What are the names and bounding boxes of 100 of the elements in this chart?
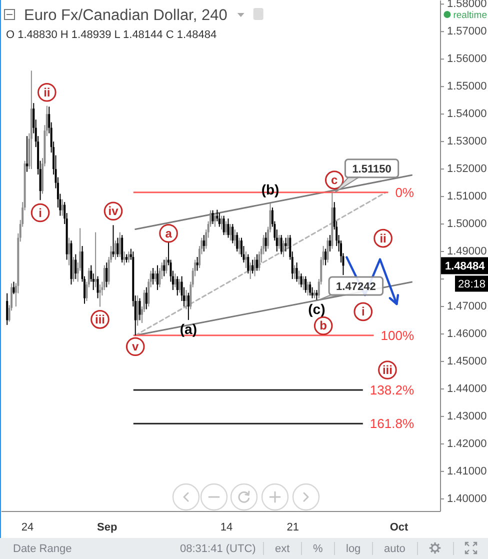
y-tick-label: 1.51000: [447, 190, 487, 203]
candlestick: [328, 234, 331, 252]
data-label: iv: [108, 204, 119, 218]
candlestick: [309, 281, 312, 296]
x-tick-label: Oct: [390, 522, 409, 534]
candlestick: [178, 278, 181, 294]
text: 08:31:41 (UTC): [180, 543, 256, 555]
candlestick: [152, 268, 154, 285]
candlestick: [174, 273, 176, 288]
candlestick: [98, 284, 101, 308]
candlestick: [214, 212, 216, 228]
data-label: ii: [44, 85, 50, 100]
candlestick: [154, 270, 156, 282]
annotation: 161.8%: [370, 416, 414, 432]
candlestick: [136, 294, 139, 326]
candlestick: [26, 136, 28, 172]
point: [354, 302, 373, 322]
data-label: c: [331, 173, 338, 188]
candlestick: [185, 289, 188, 310]
data-label: v: [132, 340, 140, 354]
text: realtime: [453, 10, 487, 21]
x-tick-label: Sep: [97, 522, 118, 534]
x-tick-label: 14: [220, 522, 233, 534]
candlestick: [225, 220, 228, 236]
data-label: i: [361, 304, 365, 319]
chart-title: Euro Fx/Canadian Dollar, 240: [24, 7, 228, 24]
text: ext: [275, 543, 290, 555]
candlestick: [254, 256, 256, 277]
text: log: [346, 543, 361, 555]
annotation: 100%: [380, 328, 414, 343]
candlestick: [249, 262, 252, 280]
candlestick: [220, 215, 223, 230]
annotation: 138.2%: [370, 382, 414, 398]
candlestick: [238, 237, 240, 255]
candlestick: [112, 224, 114, 258]
candlestick: [118, 232, 121, 258]
data-label: ii: [380, 231, 386, 246]
text: Date Range: [13, 543, 72, 555]
annotation: 1.47242: [336, 281, 376, 294]
candlestick: [294, 264, 296, 280]
candlestick: [284, 237, 287, 252]
y-tick-label: 1.54000: [447, 108, 487, 120]
data-label: iii: [382, 362, 392, 377]
y-tick-label: 1.47000: [447, 300, 487, 312]
text: 28:18: [458, 278, 486, 291]
candlestick: [278, 234, 280, 250]
candlestick: [61, 198, 64, 216]
candlestick: [145, 286, 148, 310]
candlestick: [72, 256, 74, 282]
candlestick: [123, 251, 126, 266]
candlestick: [326, 237, 329, 264]
candlestick: [6, 292, 8, 326]
y-tick-label: 1.42000: [447, 438, 487, 450]
candlestick: [286, 234, 289, 250]
candlestick: [165, 256, 168, 274]
data-label: b: [320, 318, 327, 333]
candlestick: [324, 248, 327, 266]
data-label: iii: [94, 312, 105, 326]
y-tick-label: 1.53000: [447, 136, 487, 148]
candlestick: [222, 215, 225, 236]
candlestick: [116, 237, 119, 258]
y-tick-label: 1.46000: [447, 328, 487, 340]
candlestick: [234, 229, 236, 247]
text: 1.48484: [445, 260, 486, 273]
text: (c): [308, 300, 326, 317]
candlestick: [247, 254, 250, 274]
y-tick-label: 1.52000: [447, 163, 487, 176]
annotation: 0%: [395, 184, 414, 200]
candlestick: [256, 254, 258, 272]
candlestick: [187, 292, 190, 320]
candlestick: [302, 276, 304, 290]
data-label: a: [165, 226, 172, 240]
text: (a): [180, 320, 197, 337]
annotation: 1.51150: [352, 163, 392, 176]
point: [30, 203, 50, 222]
candlestick: [236, 232, 238, 252]
y-tick-label: 1.40000: [447, 492, 487, 505]
y-tick-label: 1.41000: [447, 465, 487, 478]
candlestick: [68, 237, 70, 266]
candlestick: [252, 259, 254, 274]
candlestick: [202, 234, 205, 252]
candlestick: [196, 256, 198, 272]
candlestick: [96, 276, 99, 299]
candlestick: [121, 234, 124, 264]
candlestick: [304, 276, 307, 294]
candlestick: [229, 224, 232, 242]
candlestick: [300, 273, 302, 288]
y-tick-label: 1.44000: [447, 382, 487, 395]
y-tick-label: 1.49000: [447, 246, 487, 258]
candlestick: [163, 259, 166, 277]
x-tick-label: 24: [21, 522, 34, 534]
candlestick: [232, 224, 234, 244]
candlestick: [176, 276, 178, 296]
candlestick: [212, 210, 214, 225]
y-tick-label: 1.57000: [447, 26, 487, 38]
candlestick: [94, 232, 97, 288]
candlestick: [264, 232, 267, 252]
candlestick: [74, 254, 77, 280]
candlestick: [106, 262, 108, 288]
text: O 1.48830 H 1.48939 L 1.48144 C 1.48484: [6, 29, 217, 41]
